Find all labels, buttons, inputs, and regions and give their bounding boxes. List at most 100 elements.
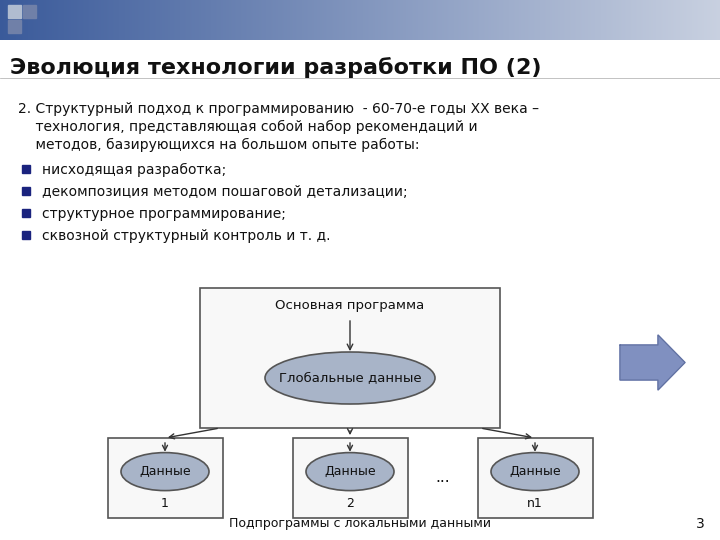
Bar <box>66 0 67 40</box>
Bar <box>556 0 557 40</box>
Text: Данные: Данные <box>139 465 191 478</box>
Bar <box>292 438 408 518</box>
Bar <box>452 0 453 40</box>
Bar <box>719 0 720 40</box>
Bar <box>552 0 553 40</box>
Bar <box>294 0 295 40</box>
Bar <box>81 0 82 40</box>
Bar <box>162 0 163 40</box>
Bar <box>468 0 469 40</box>
Bar <box>360 0 361 40</box>
Bar <box>697 0 698 40</box>
Bar <box>492 0 493 40</box>
Bar <box>271 0 272 40</box>
Bar <box>47 0 48 40</box>
Bar <box>386 0 387 40</box>
Bar <box>525 0 526 40</box>
Bar <box>52 0 53 40</box>
Bar <box>220 0 221 40</box>
Bar <box>648 0 649 40</box>
Bar <box>273 0 274 40</box>
Bar <box>73 0 74 40</box>
Bar <box>238 0 239 40</box>
Bar <box>142 0 143 40</box>
Bar <box>228 0 229 40</box>
Bar <box>518 0 519 40</box>
Bar <box>686 0 687 40</box>
Bar <box>435 0 436 40</box>
Bar <box>496 0 497 40</box>
Bar <box>145 0 146 40</box>
Bar <box>374 0 375 40</box>
Bar <box>106 0 107 40</box>
Bar <box>381 0 382 40</box>
Bar <box>382 0 383 40</box>
Bar <box>332 0 333 40</box>
Bar <box>4 0 5 40</box>
Bar <box>400 0 401 40</box>
Bar <box>658 0 659 40</box>
Bar <box>328 0 329 40</box>
Bar <box>471 0 472 40</box>
Bar <box>13 0 14 40</box>
Bar <box>156 0 157 40</box>
Bar <box>515 0 516 40</box>
Bar <box>193 0 194 40</box>
Bar <box>43 0 44 40</box>
Bar <box>169 0 170 40</box>
Bar <box>507 0 508 40</box>
Bar <box>23 5 36 18</box>
Bar <box>716 0 717 40</box>
Bar <box>279 0 280 40</box>
Bar <box>22 0 23 40</box>
Bar <box>127 0 128 40</box>
Bar <box>592 0 593 40</box>
Bar <box>128 0 129 40</box>
Bar <box>184 0 185 40</box>
Bar <box>22 209 30 217</box>
Bar <box>652 0 653 40</box>
Bar <box>661 0 662 40</box>
Bar <box>45 0 46 40</box>
Bar <box>314 0 315 40</box>
Bar <box>705 0 706 40</box>
Bar <box>701 0 702 40</box>
Bar <box>402 0 403 40</box>
Bar <box>706 0 707 40</box>
Bar <box>445 0 446 40</box>
Bar <box>76 0 77 40</box>
Bar <box>258 0 259 40</box>
Bar <box>479 0 480 40</box>
Bar <box>629 0 630 40</box>
Bar <box>465 0 466 40</box>
Bar <box>398 0 399 40</box>
Bar <box>457 0 458 40</box>
Ellipse shape <box>265 352 435 404</box>
Bar <box>100 0 101 40</box>
Bar <box>345 0 346 40</box>
Bar <box>520 0 521 40</box>
Bar <box>575 0 576 40</box>
Bar <box>660 0 661 40</box>
Bar <box>214 0 215 40</box>
Bar <box>18 0 19 40</box>
Bar <box>653 0 654 40</box>
Bar <box>364 0 365 40</box>
Bar <box>420 0 421 40</box>
Bar <box>289 0 290 40</box>
Bar <box>173 0 174 40</box>
Bar <box>561 0 562 40</box>
Bar <box>327 0 328 40</box>
Bar <box>225 0 226 40</box>
Bar <box>429 0 430 40</box>
Bar <box>287 0 288 40</box>
Bar <box>37 0 38 40</box>
Bar <box>62 0 63 40</box>
Bar <box>283 0 284 40</box>
Bar <box>624 0 625 40</box>
Bar <box>252 0 253 40</box>
Bar <box>486 0 487 40</box>
Bar <box>566 0 567 40</box>
Bar <box>666 0 667 40</box>
Bar <box>41 0 42 40</box>
